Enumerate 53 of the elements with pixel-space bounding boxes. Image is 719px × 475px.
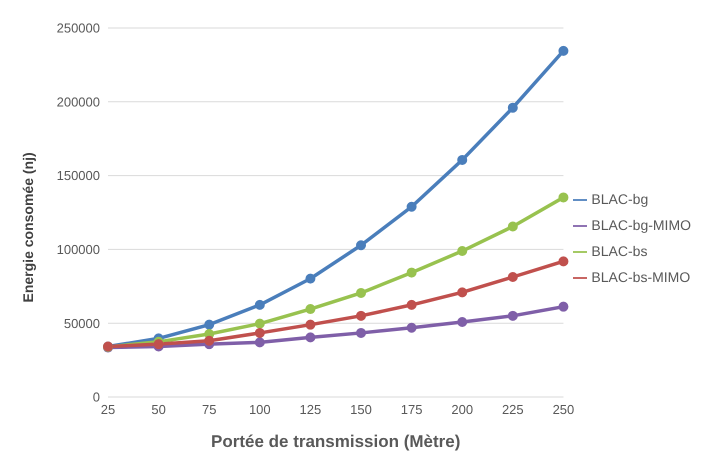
point	[254, 337, 265, 348]
point	[508, 310, 518, 321]
x-tick-label: 225	[502, 402, 524, 418]
point	[508, 222, 518, 232]
point	[204, 336, 214, 346]
legend-label: BLAC-bg	[591, 190, 648, 206]
point	[457, 287, 468, 298]
point	[305, 320, 316, 330]
point	[305, 304, 316, 314]
point	[457, 154, 468, 165]
point	[508, 102, 518, 113]
x-tick-label: 150	[350, 402, 372, 418]
x-tick-label: 25	[100, 402, 116, 418]
point	[356, 288, 366, 298]
x-tick-label: 50	[151, 402, 166, 418]
point	[254, 300, 265, 310]
point	[558, 302, 568, 312]
point	[457, 246, 468, 256]
x-tick-label: 175	[400, 402, 422, 418]
point	[508, 272, 518, 282]
legend-label: BLAC-bs-MIMO	[591, 268, 690, 284]
point	[406, 268, 417, 278]
point	[406, 202, 417, 212]
y-tick-label: 250000	[56, 20, 100, 36]
legend-label: BLAC-bs	[591, 242, 648, 258]
point	[254, 318, 265, 329]
x-tick-label: 100	[248, 402, 271, 418]
point	[305, 274, 316, 284]
point	[457, 317, 468, 328]
y-tick-label: 200000	[56, 94, 100, 110]
y-tick-label: 50000	[64, 316, 100, 331]
x-tick-label: 75	[202, 402, 216, 418]
point	[356, 310, 366, 321]
y-tick-label: 100000	[56, 242, 100, 258]
x-tick-label: 200	[451, 402, 474, 418]
x-tick-label: 250	[552, 402, 574, 418]
y-tick-label: 0	[92, 390, 100, 405]
point	[305, 332, 316, 342]
point	[254, 328, 265, 338]
x-tick-label: 125	[300, 402, 322, 418]
point	[356, 240, 366, 250]
point	[356, 328, 366, 338]
y-tick-label: 150000	[56, 168, 100, 184]
legend-label: BLAC-bg-MIMO	[591, 216, 691, 232]
point	[204, 320, 214, 330]
point	[558, 192, 568, 202]
point	[154, 339, 164, 350]
point	[558, 46, 568, 56]
point	[558, 256, 568, 266]
x-axis-title: Portée de transmission (Mètre)	[211, 432, 460, 451]
point	[406, 300, 417, 310]
point	[406, 322, 417, 333]
y-axis-title: Energie consomée (nj)	[20, 152, 36, 302]
